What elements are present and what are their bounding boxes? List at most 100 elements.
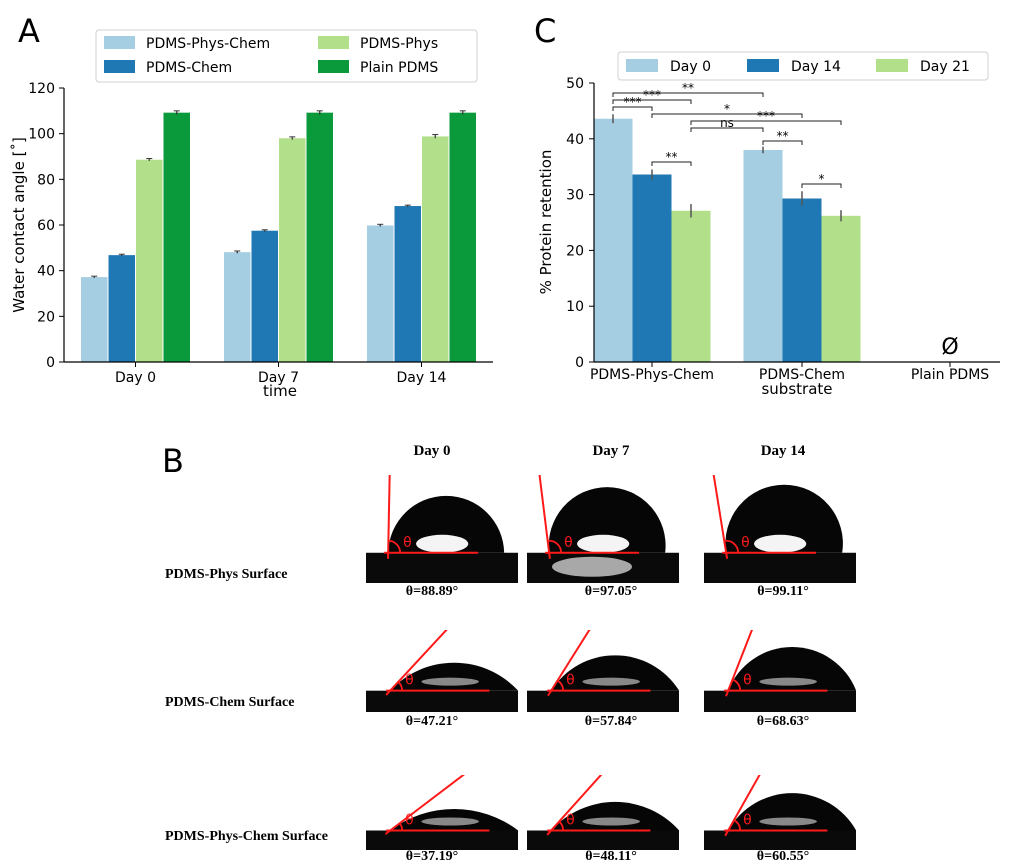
droplet-image: θ (704, 630, 856, 712)
y-tick-label: 20 (566, 243, 584, 259)
angle-arc (558, 820, 565, 831)
droplet-image: θ (527, 475, 679, 583)
bar (821, 215, 861, 362)
droplet (388, 495, 505, 553)
legend-swatch (318, 60, 349, 73)
legend-label: PDMS-Chem (146, 60, 232, 76)
substrate (704, 690, 856, 712)
bar (449, 112, 476, 362)
bar (593, 118, 633, 362)
legend-label: PDMS-Phys-Chem (146, 36, 270, 52)
significance-label: ** (682, 81, 694, 95)
significance-label: * (819, 172, 825, 186)
droplet-highlight (577, 534, 630, 553)
empty-set-marker: Ø (941, 335, 958, 360)
column-header: Day 0 (413, 443, 450, 459)
significance-bracket (612, 99, 692, 104)
droplet-image: θ (704, 775, 856, 850)
tangent-line (725, 630, 753, 697)
x-axis-label: substrate (761, 380, 832, 398)
legend-swatch (747, 59, 779, 72)
tangent-line (538, 475, 551, 559)
contact-angle-value: θ=37.19° (406, 849, 458, 864)
significance-bracket (690, 120, 842, 125)
contact-angle-value: θ=68.63° (757, 714, 809, 729)
panel-label-c: C (534, 12, 556, 50)
legend-label: Day 14 (791, 59, 841, 75)
contact-angle-value: θ=60.55° (757, 849, 809, 864)
tangent-line (712, 475, 729, 559)
angle-arc (388, 539, 402, 553)
column-header: Day 14 (761, 443, 806, 459)
tangent-line (724, 775, 761, 837)
angle-arc (547, 539, 563, 553)
contact-angle-value: θ=47.21° (406, 714, 458, 729)
tangent-line (547, 630, 591, 697)
significance-label: *** (757, 109, 775, 123)
panel-label-a: A (18, 12, 40, 50)
legend-box (95, 29, 478, 83)
theta-symbol: θ (405, 813, 414, 829)
substrate (366, 690, 518, 712)
droplet-highlight (754, 534, 807, 553)
angle-arc (557, 679, 565, 691)
significance-label: ** (666, 150, 678, 164)
substrate (366, 830, 518, 850)
contact-angle-value: θ=99.11° (757, 584, 809, 599)
significance-label: ** (777, 129, 789, 143)
y-tick-label: 80 (37, 172, 55, 188)
theta-symbol: θ (564, 535, 573, 551)
droplet (551, 802, 679, 831)
significance-bracket (612, 92, 764, 97)
y-tick-label: 30 (566, 188, 584, 204)
panel-b-contact-angle-images: Day 0 Day 7 Day 14 PDMS-Phys Surface θ θ=88.8… (165, 443, 856, 864)
bar (422, 136, 449, 362)
angle-arc (397, 681, 404, 691)
y-axis-label: Water contact angle [˚] (10, 137, 28, 313)
row-label: PDMS-Phys-Chem Surface (165, 829, 328, 844)
bar (394, 206, 421, 362)
angle-arc (724, 539, 740, 553)
legend-label: Plain PDMS (360, 60, 438, 76)
y-tick-label: 20 (37, 309, 55, 325)
angle-arc (732, 678, 742, 691)
theta-symbol: θ (405, 673, 414, 689)
y-tick-label: 10 (566, 299, 584, 315)
bar (251, 230, 278, 362)
theta-symbol: θ (741, 535, 750, 551)
legend-label: Day 0 (670, 59, 711, 75)
bar (279, 138, 306, 362)
significance-label: * (724, 102, 730, 116)
tangent-line (385, 630, 448, 696)
theta-symbol: θ (566, 813, 575, 829)
y-tick-label: 0 (575, 355, 584, 371)
significance-label: ns (720, 116, 734, 130)
angle-arc (398, 822, 404, 831)
droplet-highlight (582, 817, 640, 826)
droplet-image: θ (527, 775, 679, 850)
droplet-image: θ (366, 775, 518, 850)
droplet-highlight (416, 534, 469, 553)
x-tick-label: Day 0 (115, 370, 156, 386)
droplet (548, 487, 666, 553)
y-tick-label: 50 (566, 76, 584, 92)
tangent-line (384, 775, 465, 835)
bar (632, 174, 672, 362)
droplet-image: θ (366, 630, 518, 712)
legend-label: PDMS-Phys (360, 36, 438, 52)
theta-symbol: θ (743, 673, 752, 689)
bar (743, 149, 783, 362)
row-label: PDMS-Chem Surface (165, 695, 294, 710)
droplet-highlight (421, 817, 479, 826)
droplet-image: θ (704, 475, 856, 583)
significance-bracket (690, 127, 764, 132)
droplet-highlight (759, 677, 817, 686)
contact-angle-value: θ=88.89° (406, 584, 458, 599)
bar (136, 159, 163, 362)
legend-label: Day 21 (920, 59, 970, 75)
droplet-highlight (582, 677, 640, 686)
x-tick-label: PDMS-Phys-Chem (590, 367, 714, 383)
x-axis-label: time (263, 382, 297, 400)
y-axis-label: % Protein retention (537, 150, 555, 295)
column-header: Day 7 (592, 443, 630, 459)
